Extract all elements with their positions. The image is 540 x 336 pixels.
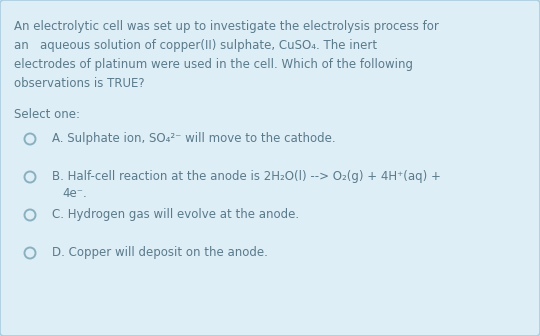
Text: A. Sulphate ion, SO₄²⁻ will move to the cathode.: A. Sulphate ion, SO₄²⁻ will move to the …	[52, 132, 336, 145]
Text: B. Half-cell reaction at the anode is 2H₂O(l) --> O₂(g) + 4H⁺(aq) +: B. Half-cell reaction at the anode is 2H…	[52, 170, 441, 183]
Text: Select one:: Select one:	[14, 108, 80, 121]
Text: an   aqueous solution of copper(II) sulphate, CuSO₄. The inert: an aqueous solution of copper(II) sulpha…	[14, 39, 377, 52]
Text: electrodes of platinum were used in the cell. Which of the following: electrodes of platinum were used in the …	[14, 58, 413, 71]
Text: C. Hydrogen gas will evolve at the anode.: C. Hydrogen gas will evolve at the anode…	[52, 208, 299, 221]
Text: 4e⁻.: 4e⁻.	[62, 187, 87, 200]
Text: An electrolytic cell was set up to investigate the electrolysis process for: An electrolytic cell was set up to inves…	[14, 20, 439, 33]
Text: observations is TRUE?: observations is TRUE?	[14, 77, 145, 90]
Text: D. Copper will deposit on the anode.: D. Copper will deposit on the anode.	[52, 246, 268, 259]
